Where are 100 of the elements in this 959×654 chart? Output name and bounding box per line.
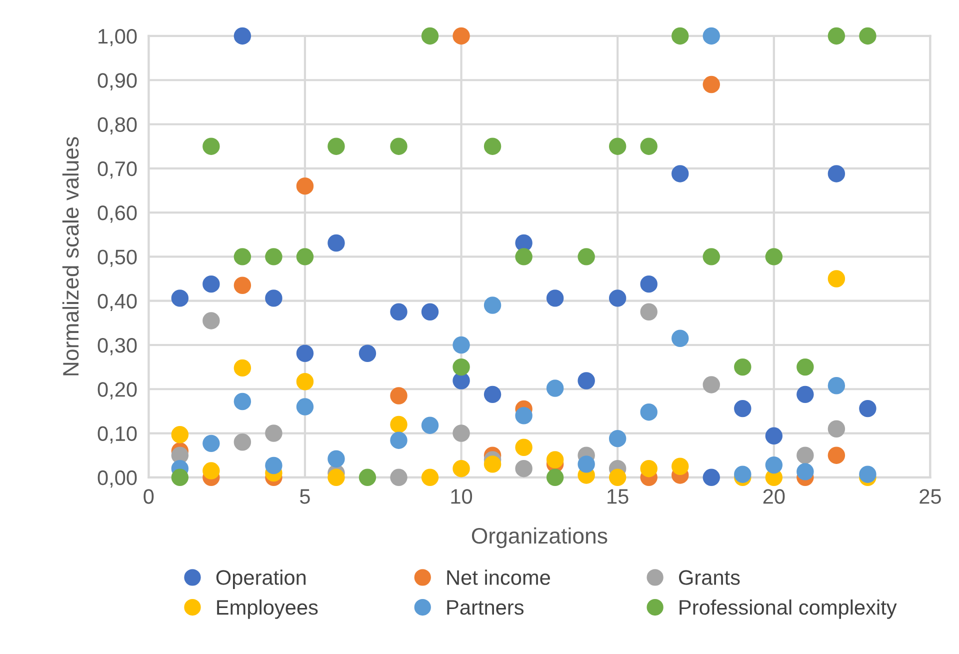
point: [484, 386, 502, 404]
legend-label: Partners: [447, 600, 524, 615]
point: [296, 398, 314, 416]
x-tick-label: 10: [451, 489, 472, 504]
x-tick-label: 5: [300, 489, 310, 504]
point: [358, 468, 376, 486]
point: [672, 27, 689, 45]
point: [171, 290, 189, 307]
point: [452, 372, 470, 390]
point: [702, 376, 720, 394]
point: [546, 290, 564, 307]
point: [234, 433, 252, 451]
point: [515, 460, 532, 478]
point: [796, 386, 814, 404]
legend-label: Operation: [216, 570, 306, 590]
point: [171, 468, 189, 486]
point: [828, 270, 846, 288]
point: [265, 290, 282, 307]
point: [171, 426, 189, 444]
point: [452, 27, 470, 45]
point: [390, 387, 408, 404]
y-tick-label: 0,60: [98, 206, 137, 223]
y-tick-label: 0,10: [98, 426, 137, 444]
point: [452, 358, 470, 376]
y-tick-label: 0,20: [98, 382, 137, 400]
point: [202, 462, 220, 480]
y-tick-label: 0,50: [98, 250, 137, 267]
point: [296, 177, 314, 195]
point: [672, 330, 689, 347]
point: [734, 400, 752, 418]
point: [828, 420, 846, 438]
point: [390, 138, 408, 155]
point: [765, 427, 783, 445]
point: [484, 138, 502, 155]
point: [640, 303, 658, 320]
point: [859, 466, 876, 483]
point: [202, 312, 220, 330]
point: [328, 450, 345, 468]
y-tick-label: 0,80: [98, 117, 137, 134]
point: [546, 451, 564, 468]
point: [828, 376, 846, 394]
point: [765, 248, 783, 266]
point: [234, 276, 252, 294]
point: [578, 248, 595, 266]
point: [234, 359, 252, 377]
legend-label: Employees: [217, 599, 318, 619]
y-tick-label: 0,70: [98, 161, 137, 179]
point: [640, 403, 658, 421]
point: [608, 290, 626, 307]
legend-label: Net income: [447, 570, 550, 585]
point: [515, 248, 532, 266]
x-axis-title: Organizations: [472, 527, 608, 548]
point: [640, 138, 658, 155]
y-tick-label: 0,90: [98, 73, 137, 90]
point: [672, 165, 689, 182]
y-axis-title: Normalized scale values: [62, 137, 79, 376]
point: [608, 138, 626, 155]
point: [608, 468, 626, 486]
point: [640, 460, 658, 478]
point: [328, 468, 345, 486]
y-tick-label: 0,40: [98, 294, 137, 312]
point: [452, 460, 470, 478]
point: [452, 424, 470, 442]
y-tick-label: 0,30: [98, 338, 137, 356]
y-tick-label: 1,00: [98, 28, 137, 46]
x-tick-label: 25: [920, 489, 941, 504]
point: [202, 434, 220, 452]
point: [578, 456, 595, 473]
point: [484, 456, 502, 473]
point: [328, 234, 345, 252]
point: [234, 248, 252, 266]
point: [702, 468, 720, 486]
point: [265, 456, 282, 474]
point: [390, 416, 408, 434]
point: [608, 430, 626, 448]
point: [640, 275, 658, 293]
point: [828, 27, 846, 45]
x-tick-label: 20: [763, 489, 785, 504]
point: [546, 380, 564, 397]
point: [390, 468, 408, 486]
point: [421, 416, 439, 434]
point: [265, 424, 282, 442]
y-tick-label: 0,00: [98, 470, 137, 488]
point: [859, 400, 876, 418]
point: [265, 248, 282, 266]
point: [390, 432, 408, 449]
point: [859, 27, 876, 45]
point: [484, 296, 502, 314]
point: [796, 358, 814, 376]
point: [828, 165, 846, 182]
point: [421, 27, 439, 45]
point: [702, 76, 720, 94]
point: [421, 303, 439, 320]
x-tick-label: 0: [144, 489, 154, 504]
point: [796, 463, 814, 480]
point: [452, 336, 470, 354]
point: [515, 438, 532, 456]
point: [672, 458, 689, 475]
point: [234, 27, 252, 45]
legend-label: Grants: [679, 570, 740, 585]
